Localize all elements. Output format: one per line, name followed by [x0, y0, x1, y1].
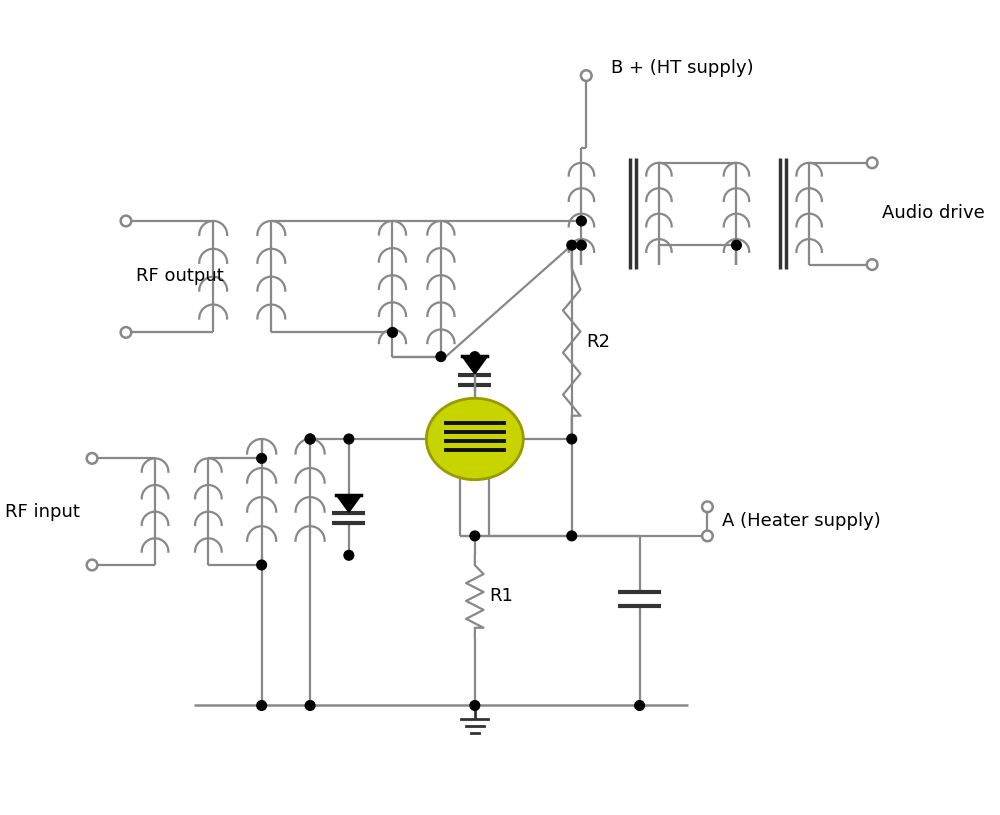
Circle shape — [470, 701, 480, 711]
Text: A (Heater supply): A (Heater supply) — [722, 513, 881, 531]
Text: RF output: RF output — [136, 267, 223, 285]
Circle shape — [867, 259, 877, 270]
Circle shape — [567, 531, 577, 540]
Circle shape — [436, 352, 446, 362]
Circle shape — [581, 70, 592, 81]
Circle shape — [121, 327, 131, 337]
Circle shape — [702, 531, 713, 541]
Circle shape — [388, 328, 397, 337]
Circle shape — [257, 701, 266, 711]
Circle shape — [87, 453, 97, 464]
Circle shape — [867, 157, 877, 168]
Circle shape — [305, 434, 315, 444]
Text: R2: R2 — [586, 333, 610, 351]
Circle shape — [257, 453, 266, 463]
Text: R1: R1 — [489, 587, 513, 605]
Circle shape — [344, 434, 354, 444]
Circle shape — [305, 434, 315, 444]
Circle shape — [567, 240, 577, 250]
Polygon shape — [462, 356, 487, 374]
Circle shape — [305, 701, 315, 711]
Circle shape — [470, 531, 480, 540]
Text: RF input: RF input — [5, 503, 80, 521]
Polygon shape — [336, 495, 361, 513]
Circle shape — [87, 560, 97, 570]
Circle shape — [344, 550, 354, 560]
Circle shape — [577, 240, 586, 250]
Ellipse shape — [426, 399, 523, 480]
Circle shape — [732, 240, 741, 250]
Circle shape — [702, 501, 713, 512]
Circle shape — [121, 216, 131, 227]
Circle shape — [577, 216, 586, 226]
Text: B + (HT supply): B + (HT supply) — [611, 59, 753, 77]
Text: Audio drive: Audio drive — [882, 205, 985, 222]
Circle shape — [257, 560, 266, 570]
Circle shape — [567, 434, 577, 444]
Circle shape — [635, 701, 644, 711]
Circle shape — [470, 352, 480, 362]
